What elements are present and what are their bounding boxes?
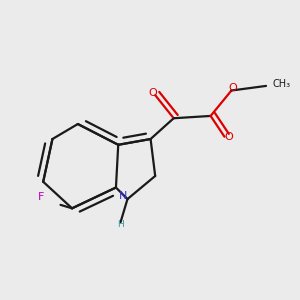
- Text: N: N: [119, 191, 128, 201]
- Text: F: F: [38, 192, 44, 202]
- Text: O: O: [229, 83, 238, 93]
- Text: O: O: [224, 132, 233, 142]
- Text: CH₃: CH₃: [272, 79, 290, 89]
- Text: H: H: [117, 220, 124, 230]
- Text: O: O: [148, 88, 157, 98]
